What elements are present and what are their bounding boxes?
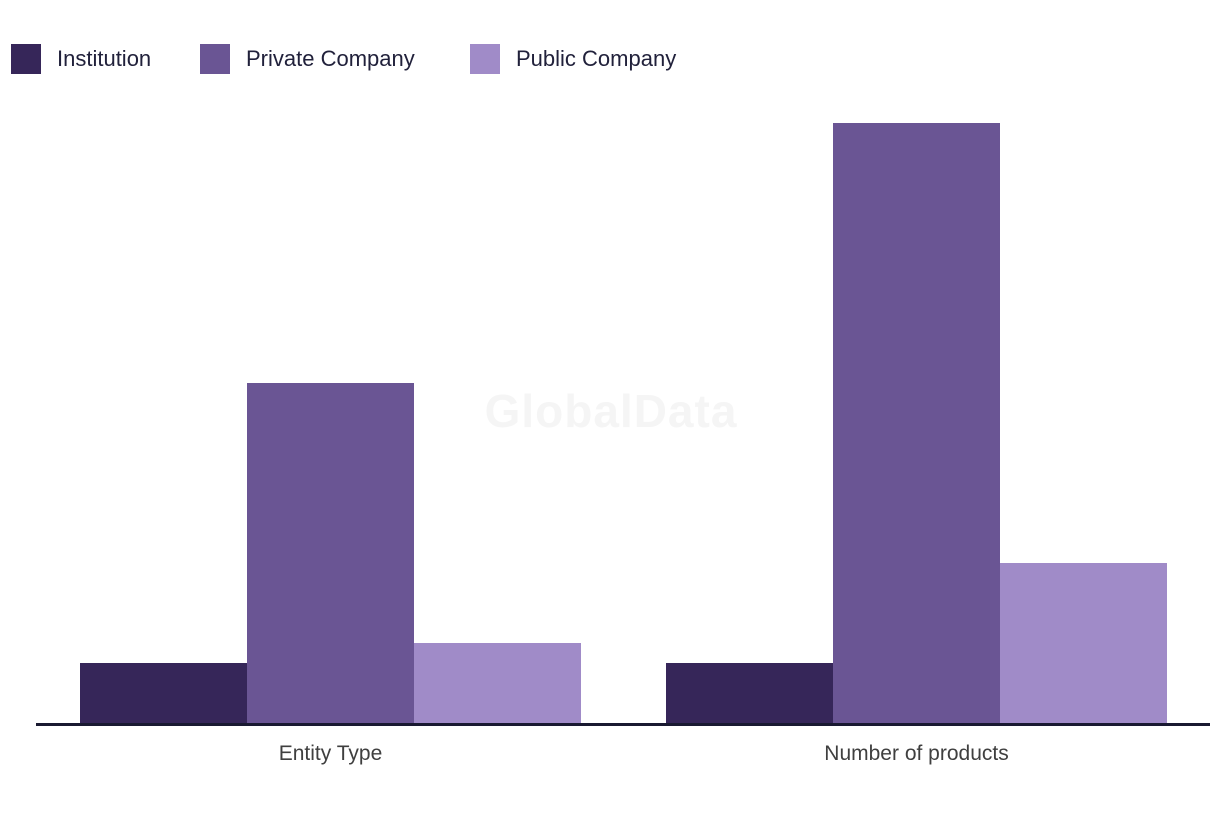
bar-private-company-number-of-products [833, 123, 1000, 723]
legend-label: Public Company [516, 46, 677, 71]
globaldata-watermark: GlobalData [484, 385, 738, 437]
x-axis-line [36, 723, 1210, 726]
legend-label: Institution [57, 46, 152, 71]
legend-item-private-company: Private Company [200, 44, 415, 74]
legend-swatch [470, 44, 500, 74]
category-label-number-of-products: Number of products [824, 742, 1009, 765]
bar-private-company-entity-type [247, 383, 414, 723]
legend-item-public-company: Public Company [470, 44, 676, 74]
bar-public-company-entity-type [414, 643, 581, 723]
legend-swatch [200, 44, 230, 74]
legend-item-institution: Institution [11, 44, 151, 74]
bar-public-company-number-of-products [1000, 563, 1167, 723]
bar-institution-entity-type [80, 663, 247, 723]
bar-institution-number-of-products [666, 663, 833, 723]
legend-swatch [11, 44, 41, 74]
category-label-entity-type: Entity Type [278, 742, 383, 765]
legend-label: Private Company [246, 46, 415, 71]
